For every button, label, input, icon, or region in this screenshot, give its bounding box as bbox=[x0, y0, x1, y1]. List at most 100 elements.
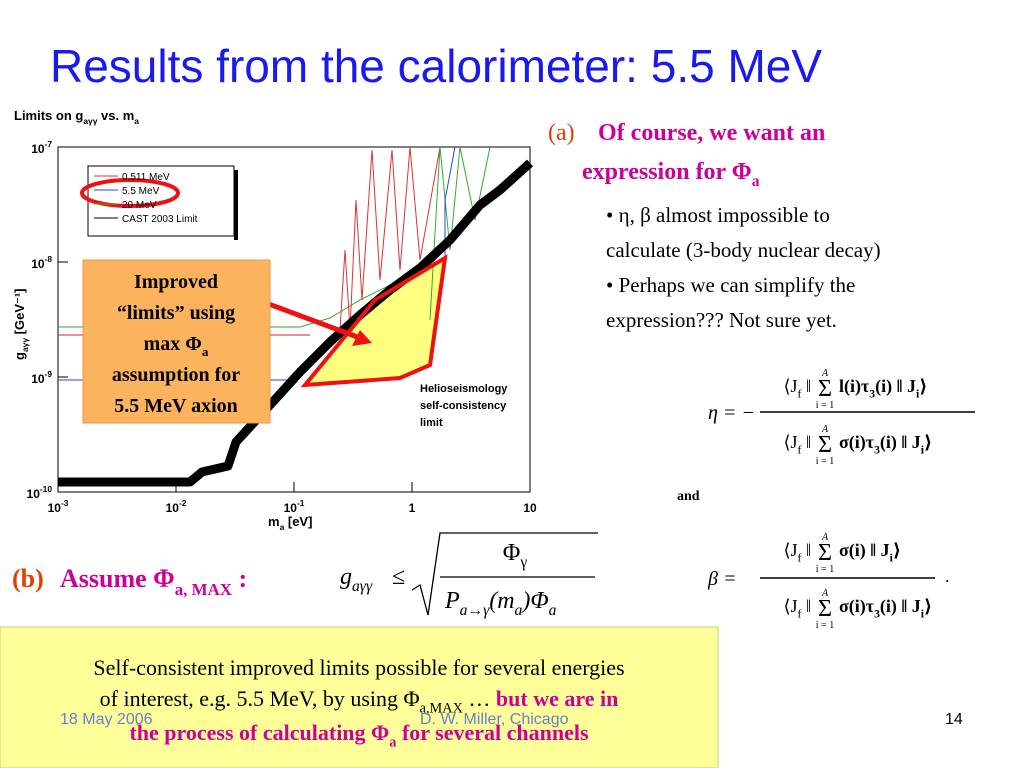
text-run: of interest, e.g. 5.5 MeV, by using Φ bbox=[100, 686, 420, 711]
formula-denominator: Pa→γ(ma)Φa bbox=[444, 588, 557, 619]
sum-upper: A bbox=[821, 532, 829, 543]
x-tick-label: 10-2 bbox=[166, 498, 187, 515]
subscript: a bbox=[280, 522, 285, 532]
heading: Of course, we want an bbox=[598, 120, 825, 146]
text-run: ⟨J bbox=[784, 432, 798, 452]
subscript: f bbox=[798, 551, 802, 564]
tick-exponent: -10 bbox=[40, 484, 52, 494]
y-tick-label: 10-10 bbox=[27, 484, 53, 501]
subscript: 3 bbox=[874, 443, 880, 456]
text-run: ‖ bbox=[801, 432, 811, 452]
part-label: (a) bbox=[548, 120, 575, 146]
text-run: expression for Φ bbox=[582, 159, 752, 185]
subscript: 3 bbox=[874, 607, 880, 620]
footer-page: 14 bbox=[945, 711, 963, 728]
equation-term: ⟨Jf ‖ bbox=[784, 540, 812, 564]
y-tick-label: 10-9 bbox=[31, 369, 52, 386]
tick-base: 1 bbox=[409, 501, 416, 515]
highlight: but we are in bbox=[496, 686, 618, 711]
text-run: Self-consistent improved limits possible… bbox=[93, 655, 624, 680]
subscript: f bbox=[798, 387, 802, 400]
legend-shadow bbox=[234, 170, 238, 240]
tick-base: 10 bbox=[31, 372, 45, 386]
text-run: σ(i) ‖ J bbox=[839, 540, 890, 561]
text-run: Limits on g bbox=[14, 108, 83, 123]
text-run: Φ bbox=[503, 540, 521, 566]
subscript: γ bbox=[519, 554, 527, 571]
text-run: “limits” using bbox=[117, 302, 235, 324]
sum-sign: Σ bbox=[818, 376, 832, 402]
x-tick-label: 10-3 bbox=[48, 498, 69, 515]
sum-lower: i = 1 bbox=[816, 400, 834, 411]
sum-sign: Σ bbox=[818, 596, 832, 622]
subscript: a bbox=[134, 116, 139, 126]
bullet-text: calculate (3-body nuclear decay) bbox=[606, 238, 881, 262]
tick-exponent: -7 bbox=[45, 139, 53, 149]
equation-lhs: β = bbox=[707, 568, 736, 590]
text-run: l(i)τ bbox=[839, 376, 870, 397]
sum-sign: Σ bbox=[818, 432, 832, 458]
text-run: Assume Φ bbox=[60, 564, 175, 593]
heading: expression for Φa bbox=[582, 159, 760, 190]
y-axis-label: gaγγ [GeV⁻¹] bbox=[12, 288, 30, 360]
callout-text: assumption for bbox=[112, 364, 240, 386]
text-run: 5.5 MeV axion bbox=[114, 395, 238, 417]
equation-term: σ(i)τ3(i) ‖ Ji⟩ bbox=[839, 596, 932, 620]
callout-text: 5.5 MeV axion bbox=[114, 395, 238, 417]
sum-lower: i = 1 bbox=[816, 456, 834, 467]
tick-exponent: -9 bbox=[45, 369, 53, 379]
annotation: Helioseismology bbox=[420, 383, 508, 395]
callout-arrowhead bbox=[352, 330, 372, 346]
text-run: [GeV⁻¹] bbox=[12, 288, 27, 337]
legend-label: 20 MeV bbox=[122, 200, 157, 211]
subscript: a bbox=[549, 602, 557, 619]
conclusion-text: of interest, e.g. 5.5 MeV, by using Φa,M… bbox=[100, 686, 619, 717]
tick-exponent: -1 bbox=[297, 498, 305, 508]
part-label: (b) bbox=[12, 564, 44, 593]
subscript: a bbox=[752, 173, 760, 190]
bullet-text: expression??? Not sure yet. bbox=[606, 308, 837, 332]
subscript: a bbox=[515, 602, 523, 619]
helioseismology-limit bbox=[58, 159, 534, 487]
tick-base: 10 bbox=[31, 257, 45, 271]
tick-exponent: -2 bbox=[179, 498, 187, 508]
equation-term: ⟨Jf ‖ bbox=[784, 376, 812, 400]
bullet-text: • η, β almost impossible to bbox=[606, 203, 830, 227]
formula-box bbox=[333, 530, 598, 630]
subscript: i bbox=[890, 551, 894, 564]
text-run: Improved bbox=[134, 271, 218, 293]
text-run: ‖ bbox=[801, 596, 811, 616]
text-run: )Φ bbox=[520, 588, 548, 614]
resonances-red bbox=[339, 146, 441, 331]
callout-box bbox=[82, 259, 271, 424]
improved-region bbox=[305, 258, 445, 385]
annotation: limit bbox=[420, 417, 443, 429]
equation-term: l(i)τ3(i) ‖ Ji⟩ bbox=[839, 376, 927, 400]
part-text: Assume Φa, MAX : bbox=[60, 564, 247, 599]
subscript: a,MAX bbox=[420, 701, 464, 717]
sum-sign: Σ bbox=[818, 540, 832, 566]
subscript: aγγ bbox=[20, 338, 30, 352]
x-tick-label: 1 bbox=[409, 501, 416, 515]
text-run: [eV] bbox=[284, 514, 312, 529]
callout-text: Improved bbox=[134, 271, 218, 293]
subscript: aγγ bbox=[352, 578, 373, 595]
callout-text: max Φa bbox=[144, 333, 209, 359]
legend-label: 5.5 MeV bbox=[122, 186, 160, 197]
equation-lhs: η = − bbox=[708, 402, 755, 424]
subscript: a, MAX bbox=[175, 580, 232, 599]
tick-base: 10 bbox=[27, 487, 41, 501]
text-run: ⟨J bbox=[784, 376, 798, 396]
y-tick-label: 10-7 bbox=[31, 139, 52, 156]
text-run: Of course, we want an bbox=[598, 120, 825, 146]
formula-lhs: gaγγ bbox=[340, 564, 373, 595]
footer-date: 18 May 2006 bbox=[60, 711, 153, 728]
subscript: a→γ bbox=[460, 602, 490, 619]
legend-highlight bbox=[80, 178, 180, 208]
text-run: ⟨J bbox=[784, 540, 798, 560]
tick-base: 10 bbox=[48, 501, 62, 515]
x-tick-label: 10-1 bbox=[284, 498, 305, 515]
subscript: 3 bbox=[869, 387, 875, 400]
annotation: self-consistency bbox=[420, 400, 507, 412]
